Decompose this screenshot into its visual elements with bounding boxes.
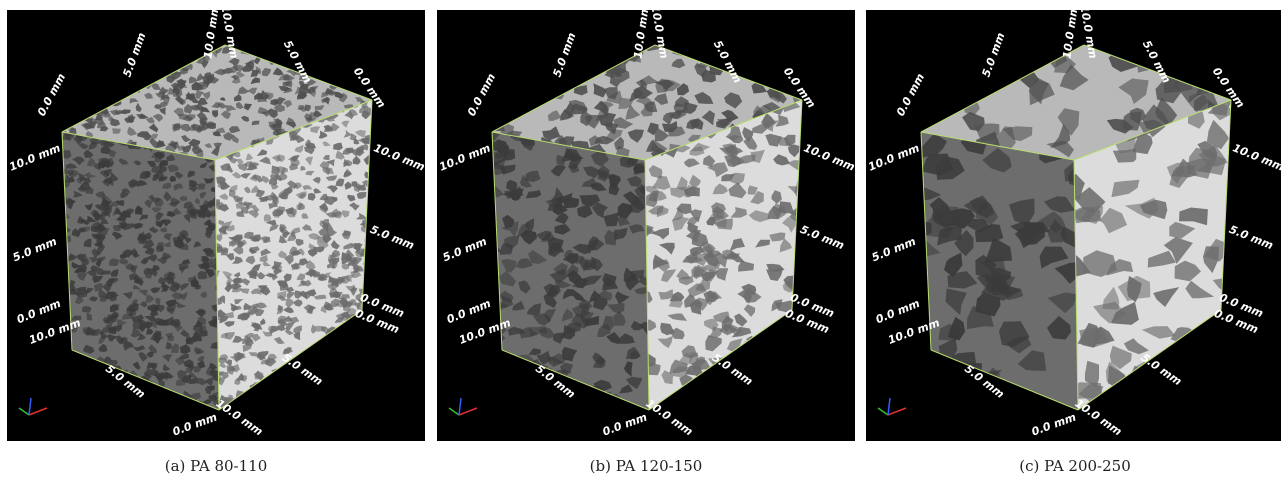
caption: (c) PA 200-250 <box>1019 457 1131 475</box>
caption: (a) PA 80-110 <box>165 457 268 475</box>
pore <box>198 183 205 190</box>
pore <box>351 181 358 187</box>
panel: 0.0 mm5.0 mm10.0 mm10.0 mm5.0 mm0.0 mm10… <box>437 4 857 441</box>
caption: (b) PA 120-150 <box>590 457 703 475</box>
pore <box>159 160 168 166</box>
figure: 0.0 mm5.0 mm10.0 mm10.0 mm5.0 mm0.0 mm10… <box>0 0 1281 480</box>
panel: 0.0 mm5.0 mm10.0 mm10.0 mm5.0 mm0.0 mm10… <box>7 4 427 441</box>
panel: 0.0 mm5.0 mm10.0 mm10.0 mm5.0 mm0.0 mm10… <box>866 4 1281 441</box>
